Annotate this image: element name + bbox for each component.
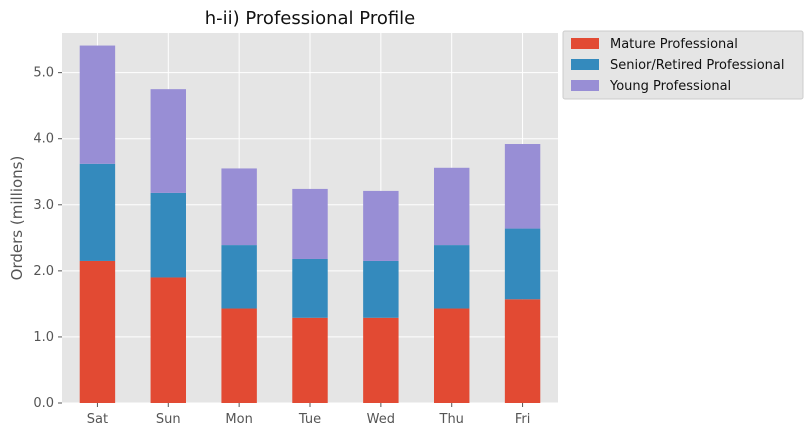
bar-segment xyxy=(79,45,116,164)
bar-segment xyxy=(292,317,328,403)
chart-title: h-ii) Professional Profile xyxy=(205,8,416,29)
legend-label: Senior/Retired Professional xyxy=(610,58,785,73)
bar-segment xyxy=(504,299,541,403)
bar-segment xyxy=(79,260,116,403)
y-tick-label: 5.0 xyxy=(33,66,54,81)
y-tick-label: 3.0 xyxy=(33,198,54,213)
y-tick-label: 4.0 xyxy=(33,132,54,147)
bar-segment xyxy=(363,317,399,403)
x-axis-ticks: Sat Sun Mon Tue Wed Thu Fri xyxy=(87,403,531,427)
bar-segment xyxy=(504,228,541,300)
bar-segment xyxy=(292,258,328,318)
legend-swatch xyxy=(571,59,599,70)
bar-segment xyxy=(363,260,399,318)
x-tick-label: Fri xyxy=(515,412,531,427)
y-tick-label: 2.0 xyxy=(33,264,54,279)
bars xyxy=(79,45,541,403)
legend: Mature Professional Senior/Retired Profes… xyxy=(562,30,804,100)
bar-segment xyxy=(363,190,399,261)
bar-segment xyxy=(434,245,470,309)
bar-segment xyxy=(221,308,257,403)
y-axis-label: Orders (millions) xyxy=(8,156,26,281)
bar-segment xyxy=(292,188,328,259)
legend-label: Young Professional xyxy=(609,79,731,94)
x-tick-label: Wed xyxy=(367,412,395,427)
x-tick-label: Sat xyxy=(87,412,108,427)
bar-segment xyxy=(504,144,541,229)
x-tick-label: Mon xyxy=(225,412,252,427)
x-tick-label: Tue xyxy=(298,412,321,427)
bar-segment xyxy=(221,245,257,309)
legend-swatch xyxy=(571,80,599,91)
bar-segment xyxy=(221,168,257,246)
y-tick-label: 1.0 xyxy=(33,330,54,345)
bar-segment xyxy=(150,277,186,403)
bar-segment xyxy=(150,192,186,278)
legend-box xyxy=(562,30,804,100)
y-axis-ticks: 0.0 1.0 2.0 3.0 4.0 5.0 xyxy=(33,66,62,411)
bar-segment xyxy=(150,89,186,193)
legend-swatch xyxy=(571,38,599,49)
x-tick-label: Thu xyxy=(439,412,464,427)
bar-segment xyxy=(434,308,470,403)
x-tick-label: Sun xyxy=(156,412,181,427)
bar-segment xyxy=(434,167,470,246)
y-tick-label: 0.0 xyxy=(33,396,54,411)
bar-segment xyxy=(79,163,116,261)
legend-label: Mature Professional xyxy=(610,37,738,52)
